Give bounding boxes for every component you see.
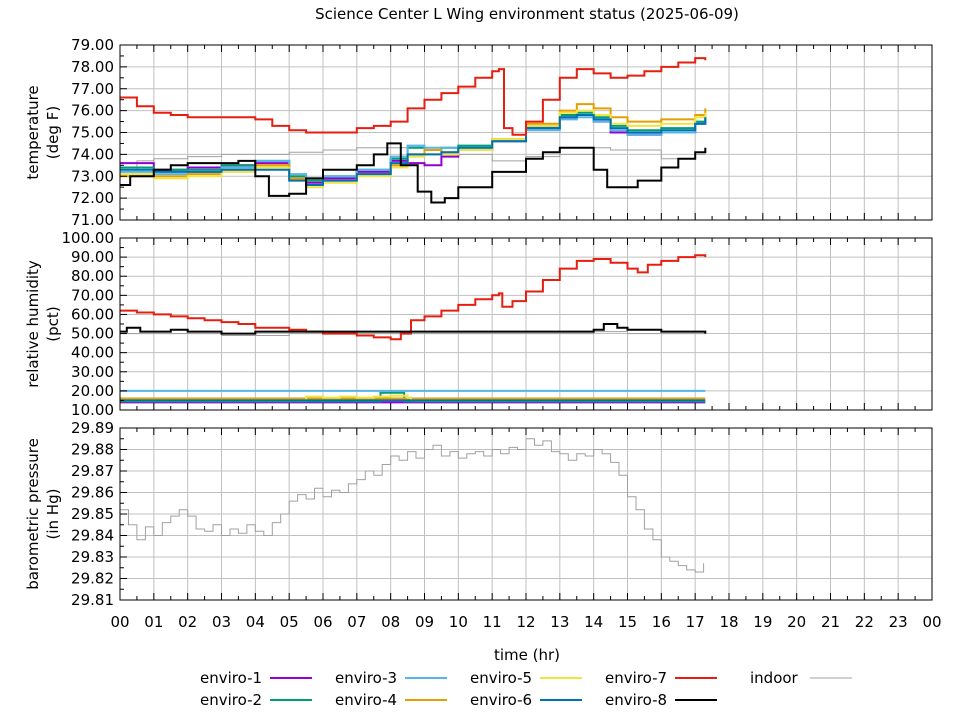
y-tick-label: 30.00 [71,363,114,381]
x-tick-label: 20 [787,613,806,631]
y-tick-label: 29.88 [71,441,114,459]
series-line-indoor [120,438,705,573]
x-tick-label: 10 [449,613,468,631]
y-tick-label: 74.00 [71,145,114,163]
axes: 71.00 72.00 73.00 74.00 75.00 76.00 77.00 78.00… [24,36,942,631]
y-axis-label: temperature [24,85,42,179]
legend-label-enviro-3: enviro-3 [335,669,397,687]
y-tick-label: 29.87 [71,462,114,480]
y-tick-label: 76.00 [71,102,114,120]
y-tick-label: 78.00 [71,58,114,76]
y-tick-label: 29.81 [71,591,114,609]
series-line-enviro-7 [120,254,707,341]
series-line-indoor [120,147,706,171]
x-tick-label: 00 [110,613,129,631]
y-tick-label: 29.85 [71,505,114,523]
x-tick-label: 00 [922,613,941,631]
y-tick-label: 73.00 [71,167,114,185]
x-tick-label: 03 [212,613,231,631]
x-tick-label: 19 [753,613,772,631]
y-axis-label: (pct) [44,306,62,341]
panel-frame [119,427,933,601]
y-axis-label: relative humidity [24,260,42,388]
x-tick-label: 22 [855,613,874,631]
x-tick-label: 08 [381,613,400,631]
y-axis-label: (deg F) [44,106,62,159]
x-axis-label: time (hr) [494,646,560,664]
legend-label-enviro-5: enviro-5 [470,669,532,687]
y-tick-label: 20.00 [71,382,114,400]
y-tick-label: 71.00 [71,211,114,229]
series-line-enviro-8 [120,142,707,204]
x-tick-label: 05 [280,613,299,631]
y-tick-label: 50.00 [71,325,114,343]
y-tick-label: 100.00 [62,229,115,247]
x-tick-label: 11 [483,613,502,631]
y-axis-label: (in Hg) [44,489,62,540]
series-line-enviro-5 [120,394,706,402]
x-tick-label: 02 [178,613,197,631]
series-line-enviro-4 [120,103,707,186]
series-line-enviro-7 [120,57,707,136]
x-tick-label: 18 [719,613,738,631]
x-tick-label: 07 [347,613,366,631]
y-tick-label: 29.82 [71,570,114,588]
series-line-enviro-5 [120,109,707,189]
y-axis-label: barometric pressure [24,438,42,590]
y-tick-label: 90.00 [71,248,114,266]
legend-label-enviro-8: enviro-8 [605,691,667,709]
legend-label-enviro-7: enviro-7 [605,669,667,687]
panel-frame [119,44,933,221]
legend-label-enviro-1: enviro-1 [200,669,262,687]
x-tick-label: 16 [652,613,671,631]
y-tick-label: 60.00 [71,305,114,323]
y-tick-label: 10.00 [71,401,114,419]
series-lines [120,57,707,573]
x-tick-label: 23 [889,613,908,631]
series-line-indoor [120,331,706,336]
series-line-enviro-8 [120,323,707,335]
panel-frame [119,237,933,411]
legend: enviro-1 enviro-2 enviro-3 enviro-4 enviro-5… [200,669,852,709]
x-tick-label: 14 [584,613,603,631]
y-tick-label: 40.00 [71,344,114,362]
y-tick-label: 80.00 [71,267,114,285]
y-tick-label: 70.00 [71,286,114,304]
x-tick-label: 01 [144,613,163,631]
y-tick-label: 75.00 [71,124,114,142]
x-tick-label: 15 [618,613,637,631]
x-tick-label: 06 [313,613,332,631]
y-tick-label: 29.89 [71,419,114,437]
grid-lines [119,44,933,601]
y-tick-label: 29.84 [71,527,114,545]
legend-label-enviro-6: enviro-6 [470,691,532,709]
y-tick-label: 79.00 [71,36,114,54]
x-tick-label: 09 [415,613,434,631]
y-tick-label: 77.00 [71,80,114,98]
y-tick-label: 29.83 [71,548,114,566]
x-tick-label: 21 [821,613,840,631]
legend-label-enviro-4: enviro-4 [335,691,397,709]
x-tick-label: 13 [550,613,569,631]
legend-label-indoor: indoor [750,669,799,687]
legend-label-enviro-2: enviro-2 [200,691,262,709]
chart-title: Science Center L Wing environment status… [315,5,739,23]
series-line-enviro-6 [120,114,707,186]
x-tick-label: 04 [246,613,265,631]
y-tick-label: 29.86 [71,484,114,502]
y-tick-label: 72.00 [71,189,114,207]
x-tick-label: 12 [516,613,535,631]
x-tick-label: 17 [686,613,705,631]
